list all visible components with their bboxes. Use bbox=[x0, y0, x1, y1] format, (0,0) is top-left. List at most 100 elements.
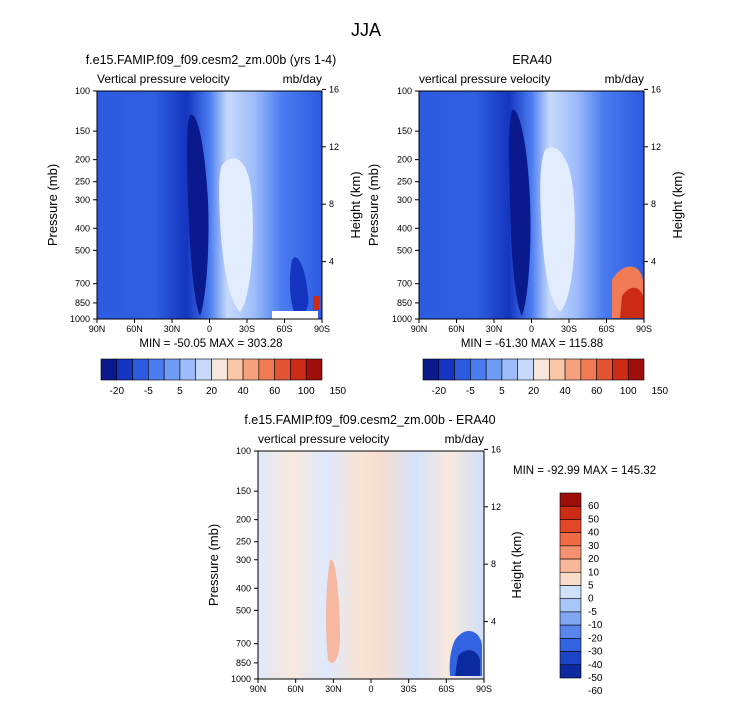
x-tick-label: 60N bbox=[287, 684, 304, 694]
colorbar-label: -5 bbox=[588, 607, 597, 618]
colorbar-box bbox=[116, 358, 133, 381]
contour-subsidence bbox=[540, 147, 575, 312]
colorbar-box bbox=[559, 492, 582, 507]
contour-field bbox=[97, 91, 322, 319]
contour-positive bbox=[325, 559, 340, 664]
colorbar-box bbox=[422, 358, 440, 381]
y-tick-label-right: 16 bbox=[651, 84, 661, 94]
colorbar-box bbox=[454, 358, 471, 381]
colorbar-box bbox=[627, 358, 645, 381]
colorbar-label: 5 bbox=[588, 581, 594, 592]
colorbar-box bbox=[226, 358, 244, 381]
colorbar-box bbox=[564, 358, 582, 381]
x-tick-label: 30S bbox=[239, 324, 255, 334]
plot-area bbox=[96, 90, 323, 320]
contour-field bbox=[258, 451, 484, 679]
contour-hot bbox=[313, 296, 319, 310]
y-tick-label: 500 bbox=[75, 245, 90, 255]
colorbar-label: 100 bbox=[298, 386, 315, 397]
panel-title: f.e15.FAMIP.f09_f09.cesm2_zm.00b - ERA40 bbox=[244, 413, 495, 427]
colorbar-label: -40 bbox=[588, 660, 603, 671]
colorbar-label: 5 bbox=[177, 386, 183, 397]
y-tick-label: 500 bbox=[236, 605, 251, 615]
x-tick-label: 90S bbox=[314, 324, 330, 334]
y-tick-label: 400 bbox=[397, 223, 412, 233]
colorbar-label: 10 bbox=[588, 567, 600, 578]
y-tick-label-right: 12 bbox=[491, 502, 501, 512]
contour-polar bbox=[289, 257, 309, 316]
colorbar-label: 60 bbox=[269, 386, 281, 397]
y-tick-label: 850 bbox=[397, 298, 412, 308]
panel-stats: MIN = -92.99 MAX = 145.32 bbox=[513, 465, 656, 477]
panel-stats: MIN = -50.05 MAX = 303.28 bbox=[139, 338, 282, 350]
colorbar-box bbox=[274, 358, 291, 381]
colorbar-box bbox=[179, 358, 197, 381]
panel-stats: MIN = -61.30 MAX = 115.88 bbox=[461, 338, 603, 350]
colorbar-box bbox=[559, 558, 582, 573]
panel-right-header: mb/day bbox=[605, 72, 644, 86]
y-tick-label: 700 bbox=[397, 279, 412, 289]
panel-difference: f.e15.FAMIP.f09_f09.cesm2_zm.00b - ERA40… bbox=[206, 413, 656, 697]
colorbar-box bbox=[559, 532, 582, 547]
x-tick-label: 30S bbox=[401, 684, 417, 694]
y-tick-label: 150 bbox=[236, 486, 251, 496]
y-axis-label-right: Height (km) bbox=[670, 171, 685, 238]
x-tick-label: 30N bbox=[325, 684, 342, 694]
y-tick-label-right: 16 bbox=[329, 84, 339, 94]
y-tick-label: 700 bbox=[236, 639, 251, 649]
colorbar-box bbox=[596, 358, 613, 381]
colorbar-box bbox=[548, 358, 566, 381]
x-tick-label: 30S bbox=[561, 324, 577, 334]
y-tick-label-right: 4 bbox=[651, 257, 656, 267]
y-tick-label: 100 bbox=[236, 446, 251, 456]
colorbar-box bbox=[438, 358, 455, 381]
panel-right-header: mb/day bbox=[445, 432, 484, 446]
y-tick-label: 100 bbox=[75, 86, 90, 96]
y-axis-label: Pressure (mb) bbox=[206, 524, 221, 606]
colorbar-label: -5 bbox=[466, 386, 475, 397]
colorbar-label: 40 bbox=[588, 528, 600, 539]
colorbar-box bbox=[580, 358, 597, 381]
y-tick-label: 400 bbox=[236, 583, 251, 593]
y-tick-label: 700 bbox=[75, 279, 90, 289]
x-tick-label: 60N bbox=[448, 324, 465, 334]
colorbar-box bbox=[195, 358, 212, 381]
panel-reanalysis: ERA40 vertical pressure velocity mb/day … bbox=[366, 53, 685, 397]
y-tick-label: 150 bbox=[75, 126, 90, 136]
colorbar-box bbox=[533, 358, 550, 381]
colorbar-box bbox=[290, 358, 307, 381]
colorbar-label: 5 bbox=[499, 386, 505, 397]
colorbar-box bbox=[501, 358, 519, 381]
colorbar-box bbox=[559, 571, 582, 586]
colorbar-box bbox=[559, 624, 582, 639]
y-tick-label-right: 16 bbox=[491, 444, 501, 454]
y-tick-label: 250 bbox=[397, 177, 412, 187]
y-tick-label: 200 bbox=[75, 155, 90, 165]
colorbar-box bbox=[559, 651, 582, 666]
contour-hot-core bbox=[620, 287, 643, 318]
contour-field bbox=[419, 91, 644, 319]
x-tick-label: 30N bbox=[164, 324, 181, 334]
plot-area bbox=[257, 450, 485, 680]
y-tick-label: 200 bbox=[236, 515, 251, 525]
colorbar-label: -50 bbox=[588, 673, 603, 684]
y-tick-label: 500 bbox=[397, 245, 412, 255]
y-tick-label-right: 8 bbox=[651, 199, 656, 209]
colorbar-label: 40 bbox=[238, 386, 250, 397]
colorbar-label: 150 bbox=[651, 386, 668, 397]
x-tick-label: 30N bbox=[486, 324, 503, 334]
colorbar-label: 40 bbox=[560, 386, 572, 397]
colorbar-box bbox=[258, 358, 275, 381]
panel-model: f.e15.FAMIP.f09_f09.cesm2_zm.00b (yrs 1-… bbox=[45, 53, 363, 397]
colorbar-label: 60 bbox=[588, 501, 600, 512]
colorbar-box bbox=[148, 358, 165, 381]
colorbar-label: 0 bbox=[588, 594, 594, 605]
y-tick-label: 200 bbox=[397, 155, 412, 165]
y-tick-label: 1000 bbox=[70, 314, 90, 324]
colorbar-label: 150 bbox=[329, 386, 346, 397]
x-tick-label: 0 bbox=[368, 684, 373, 694]
y-tick-label: 150 bbox=[397, 126, 412, 136]
panel-title: ERA40 bbox=[512, 53, 552, 67]
colorbar-box bbox=[242, 358, 260, 381]
